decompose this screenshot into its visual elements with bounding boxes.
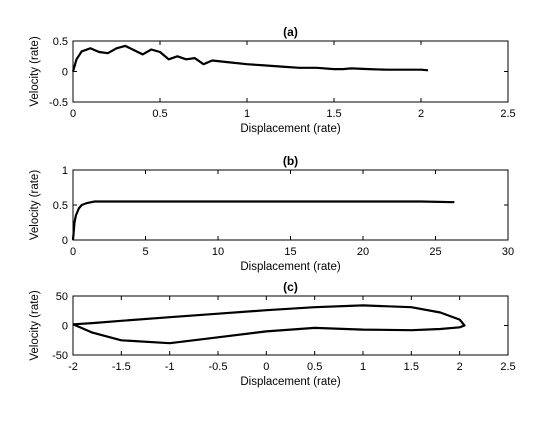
x-tick-label-c: 2.5 (500, 361, 515, 373)
x-tick-label-a: 1.5 (326, 108, 341, 120)
x-axis-label-a: Displacement (rate) (240, 123, 341, 135)
x-tick-label-a: 2.5 (500, 108, 515, 120)
x-axis-label-c: Displacement (rate) (240, 376, 341, 388)
x-tick-label-c: -2 (68, 361, 78, 373)
x-tick-label-b: 15 (284, 246, 296, 258)
y-tick-label-c: 0 (62, 321, 68, 333)
x-tick-label-b: 30 (502, 246, 514, 258)
y-tick-label-c: -50 (52, 350, 68, 362)
x-tick-label-c: -1 (165, 361, 175, 373)
x-tick-label-c: -1.5 (112, 361, 131, 373)
series-line-a-0 (71, 44, 429, 72)
x-tick-label-c: 1.5 (404, 361, 419, 373)
x-tick-label-a: 0.5 (152, 108, 167, 120)
x-tick-label-b: 20 (357, 246, 369, 258)
y-tick-label-a: 0.5 (53, 36, 68, 48)
x-tick-label-a: 1 (244, 108, 250, 120)
x-tick-label-b: 0 (70, 246, 76, 258)
y-tick-label-b: 0.5 (53, 200, 68, 212)
x-tick-label-c: 2 (457, 361, 463, 373)
y-tick-label-a: 0 (62, 67, 68, 79)
series-line-b-0 (71, 200, 455, 241)
x-tick-label-c: 0 (263, 361, 269, 373)
x-tick-label-c: 0.5 (307, 361, 322, 373)
series-line-c-0 (72, 304, 466, 345)
y-tick-label-b: 0 (62, 235, 68, 247)
y-tick-label-a: -0.5 (49, 97, 68, 109)
x-tick-label-c: -0.5 (209, 361, 228, 373)
x-axis-label-b: Displacement (rate) (240, 261, 341, 273)
panel-title-a: (a) (283, 25, 298, 39)
y-axis-label-a: Velocity (rate) (29, 36, 41, 106)
x-tick-label-a: 2 (418, 108, 424, 120)
y-axis-label-b: Velocity (rate) (29, 170, 41, 240)
x-tick-label-c: 1 (360, 361, 366, 373)
x-tick-label-b: 25 (429, 246, 441, 258)
panel-title-c: (c) (283, 280, 298, 294)
y-tick-label-b: 1 (62, 165, 68, 177)
y-axis-label-c: Velocity (rate) (29, 290, 41, 360)
x-tick-label-a: 0 (70, 108, 76, 120)
x-tick-label-b: 5 (142, 246, 148, 258)
x-tick-label-b: 10 (212, 246, 224, 258)
y-tick-label-c: 50 (56, 291, 68, 303)
panel-title-b: (b) (283, 154, 298, 168)
